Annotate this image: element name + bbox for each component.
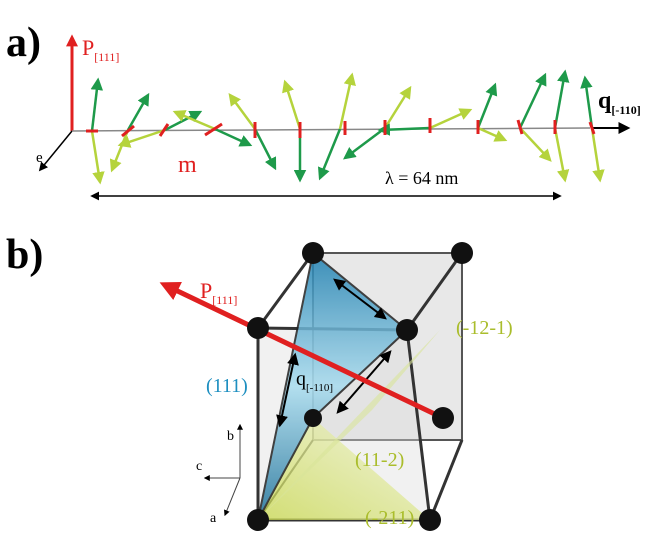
m-label: m xyxy=(178,152,197,178)
plane-label: (111) xyxy=(206,375,248,397)
figure: a) P[111] e q[-110] m λ = 64 nm b) xyxy=(0,0,649,541)
wavelength-label: λ = 64 nm xyxy=(385,168,458,188)
axis-e xyxy=(40,131,72,170)
panel-label: b) xyxy=(6,232,43,278)
polarization-label: P[111] xyxy=(200,278,237,307)
plane-label: (-211) xyxy=(365,507,414,529)
plane-label: (-12-1) xyxy=(456,317,513,339)
axis-c-label: c xyxy=(196,459,202,474)
q-label: q[-110] xyxy=(598,88,641,117)
plane-label: (11-2) xyxy=(355,449,404,471)
axis-b-label: b xyxy=(227,429,234,444)
axis-a-label: a xyxy=(210,511,217,526)
panel-label: a) xyxy=(6,20,41,66)
panel-b: b) P[111] (111) q[-110] (-12-1) (11-2) (… xyxy=(6,232,513,531)
polarization-label: P[111] xyxy=(82,35,119,64)
propagation-axis xyxy=(72,128,590,131)
lattice-axes xyxy=(205,425,240,515)
axis-e-label: e xyxy=(36,150,43,166)
panel-a: a) P[111] e q[-110] m λ = 64 nm xyxy=(6,20,641,196)
